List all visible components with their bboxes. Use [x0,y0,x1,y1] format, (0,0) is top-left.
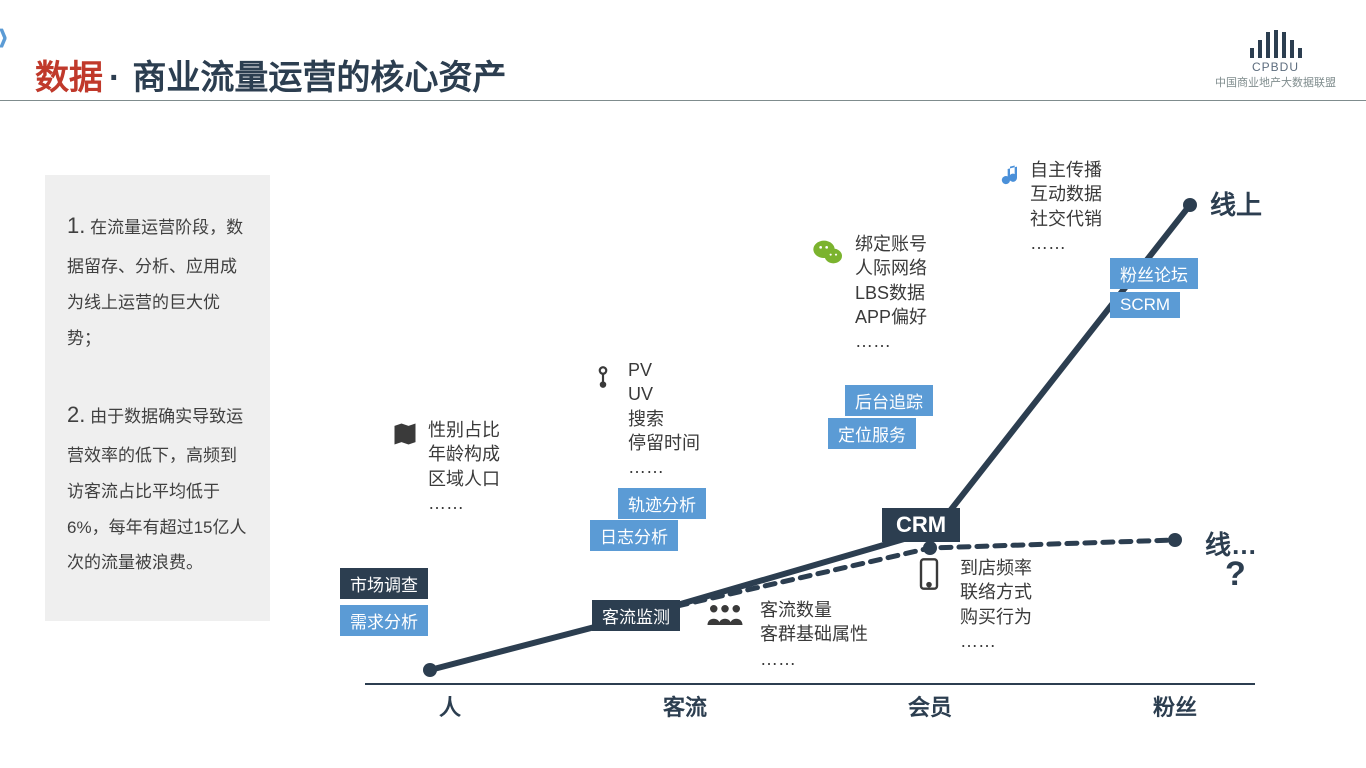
people-icon [705,602,745,633]
chart-point [1183,198,1197,212]
music-icon [996,160,1024,197]
touch-icon [590,362,616,397]
main-chart: 人客流会员粉丝线上线…?性别占比 年龄构成 区域人口 ……市场调查需求分析PV … [310,140,1280,740]
logo-bars-icon [1215,30,1336,58]
group-text-3: 自主传播 互动数据 社交代销 …… [1030,158,1102,255]
logo-label: CPBDU [1215,60,1336,74]
question-mark: ? [1225,555,1246,594]
group-subtext-2: 到店频率 联络方式 购买行为 …… [960,556,1032,653]
page-title: 数据 · 商业流量运营的核心资产 [35,50,506,99]
x-axis-label: 粉丝 [1153,690,1197,722]
x-axis [365,683,1255,685]
tag-0-1: 需求分析 [340,605,428,636]
title-underline [0,100,1366,101]
tag-1-1: 日志分析 [590,520,678,551]
title-dark: 商业流量运营的核心资产 [132,50,506,99]
tag-0-0: 市场调查 [340,568,428,599]
chart-point [923,541,937,555]
chart-point [1168,533,1182,547]
group-text-1: PV UV 搜索 停留时间 …… [628,358,700,479]
map-icon [390,420,420,453]
tag-2-2: CRM [882,508,960,542]
title-red: 数据 [35,50,103,99]
group-subtext-1: 客流数量 客群基础属性 …… [760,598,868,671]
sidebar-paragraph-1: 1. 在流量运营阶段，数据留存、分析、应用成为线上运营的巨大优势； [67,203,248,356]
tag-1-2: 客流监测 [592,600,680,631]
group-text-2: 绑定账号 人际网络 LBS数据 APP偏好 …… [855,232,927,353]
tag-3-1: SCRM [1110,292,1180,318]
tag-1-0: 轨迹分析 [618,488,706,519]
tag-3-0: 粉丝论坛 [1110,258,1198,289]
brand-logo: CPBDU 中国商业地产大数据联盟 [1215,30,1336,90]
tag-2-1: 定位服务 [828,418,916,449]
tag-2-0: 后台追踪 [845,385,933,416]
title-sep: · [109,59,120,98]
x-axis-label: 会员 [908,690,952,722]
sidebar-paragraph-2: 2. 由于数据确实导致运营效率的低下，高频到访客流占比平均低于6%，每年有超过1… [67,392,248,581]
wechat-icon [810,236,846,273]
x-axis-label: 客流 [663,690,707,722]
header-chevron-icon: › [0,8,8,63]
x-axis-label: 人 [439,690,461,722]
logo-subtitle: 中国商业地产大数据联盟 [1215,74,1336,90]
phone-icon [918,558,940,595]
chart-point [423,663,437,677]
sidebar-text-panel: 1. 在流量运营阶段，数据留存、分析、应用成为线上运营的巨大优势； 2. 由于数… [45,175,270,621]
group-text-0: 性别占比 年龄构成 区域人口 …… [428,418,500,515]
line-end-label-top: 线上 [1210,185,1262,222]
